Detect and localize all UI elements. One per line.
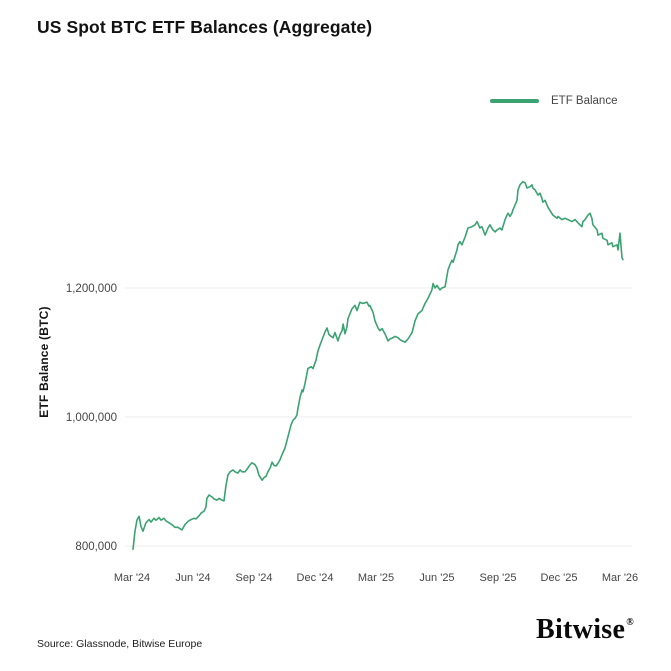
bitwise-logo: Bitwise® xyxy=(536,614,634,646)
legend-label: ETF Balance xyxy=(551,95,618,107)
etf-balance-line xyxy=(132,180,624,551)
y-axis-title: ETF Balance (BTC) xyxy=(37,306,51,418)
x-tick-label: Mar '24 xyxy=(114,572,150,584)
registered-trademark-icon: ® xyxy=(626,617,634,628)
x-tick-label: Jun '25 xyxy=(419,572,454,584)
legend-item-etf-balance[interactable]: ETF Balance xyxy=(490,95,617,107)
bitwise-wordmark: Bitwise xyxy=(536,614,626,645)
x-tick-label: Sep '25 xyxy=(480,572,517,584)
y-tick-label: 800,000 xyxy=(75,541,117,553)
y-tick-label: 1,000,000 xyxy=(66,412,117,424)
x-tick-label: Dec '25 xyxy=(541,572,578,584)
x-tick-label: Dec '24 xyxy=(297,572,334,584)
x-tick-label: Mar '25 xyxy=(358,572,394,584)
x-tick-label: Mar '26 xyxy=(602,572,638,584)
y-tick-label: 1,200,000 xyxy=(66,283,117,295)
legend-line-swatch xyxy=(490,99,539,103)
x-tick-label: Sep '24 xyxy=(236,572,273,584)
x-tick-label: Jun '24 xyxy=(175,572,210,584)
source-note: Source: Glassnode, Bitwise Europe xyxy=(37,638,203,650)
page-title: US Spot BTC ETF Balances (Aggregate) xyxy=(37,17,373,37)
